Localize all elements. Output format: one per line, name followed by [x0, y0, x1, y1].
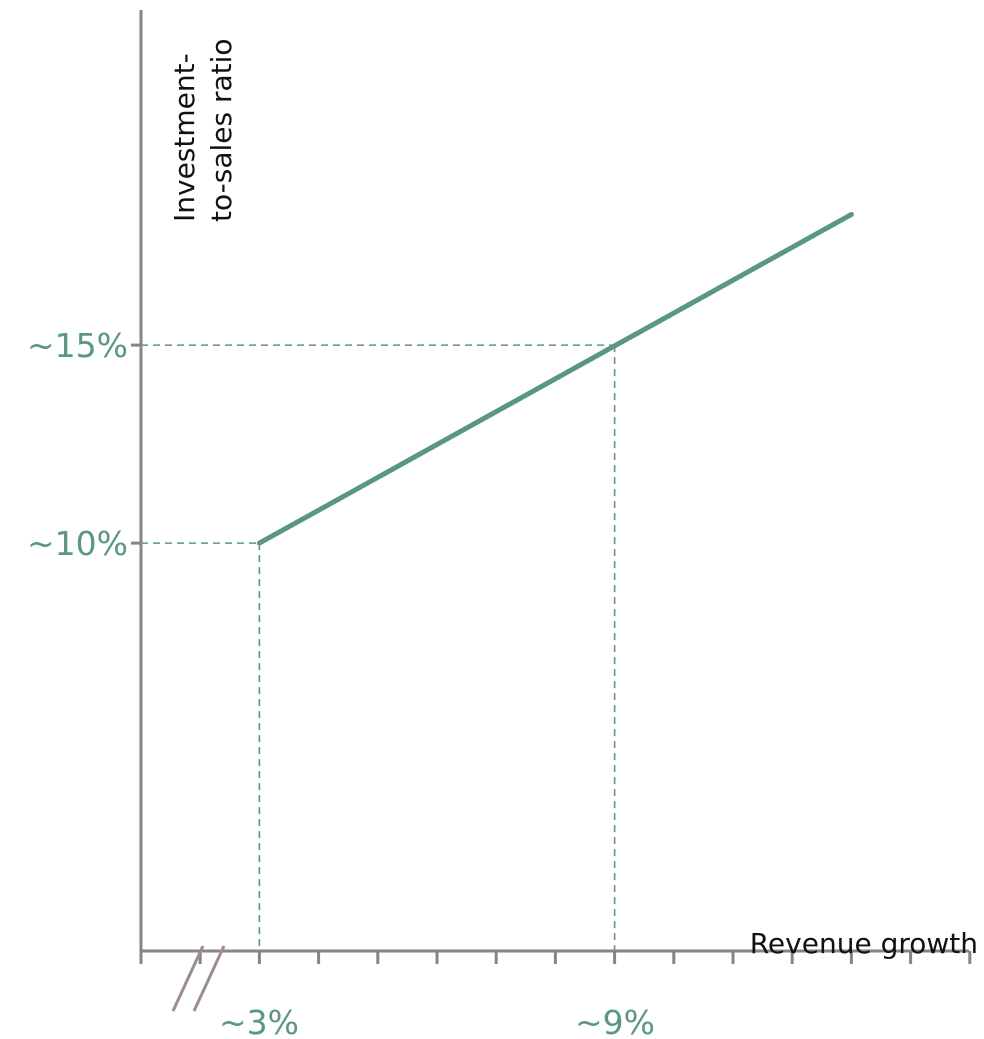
y-axis-label-line-2: to-sales ratio — [205, 38, 238, 222]
x-ticks — [139, 951, 972, 964]
axes — [131, 10, 969, 953]
y-tick-label-10: ~10% — [27, 524, 128, 563]
axis-break-mark — [171, 945, 226, 1012]
axis-break-slash-1 — [171, 945, 205, 1012]
x-axis-label: Revenue growth — [750, 927, 978, 960]
series-line-1 — [256, 211, 854, 546]
x-tick-label-9: ~9% — [575, 1003, 655, 1039]
y-axis-label-line-1: Investment- — [168, 53, 201, 222]
x-tick-label-3: ~3% — [219, 1003, 299, 1039]
axis-break-slash-2 — [192, 945, 226, 1012]
series — [256, 211, 854, 546]
guide-lines — [141, 344, 616, 951]
y-tick-label-15: ~15% — [27, 326, 128, 365]
